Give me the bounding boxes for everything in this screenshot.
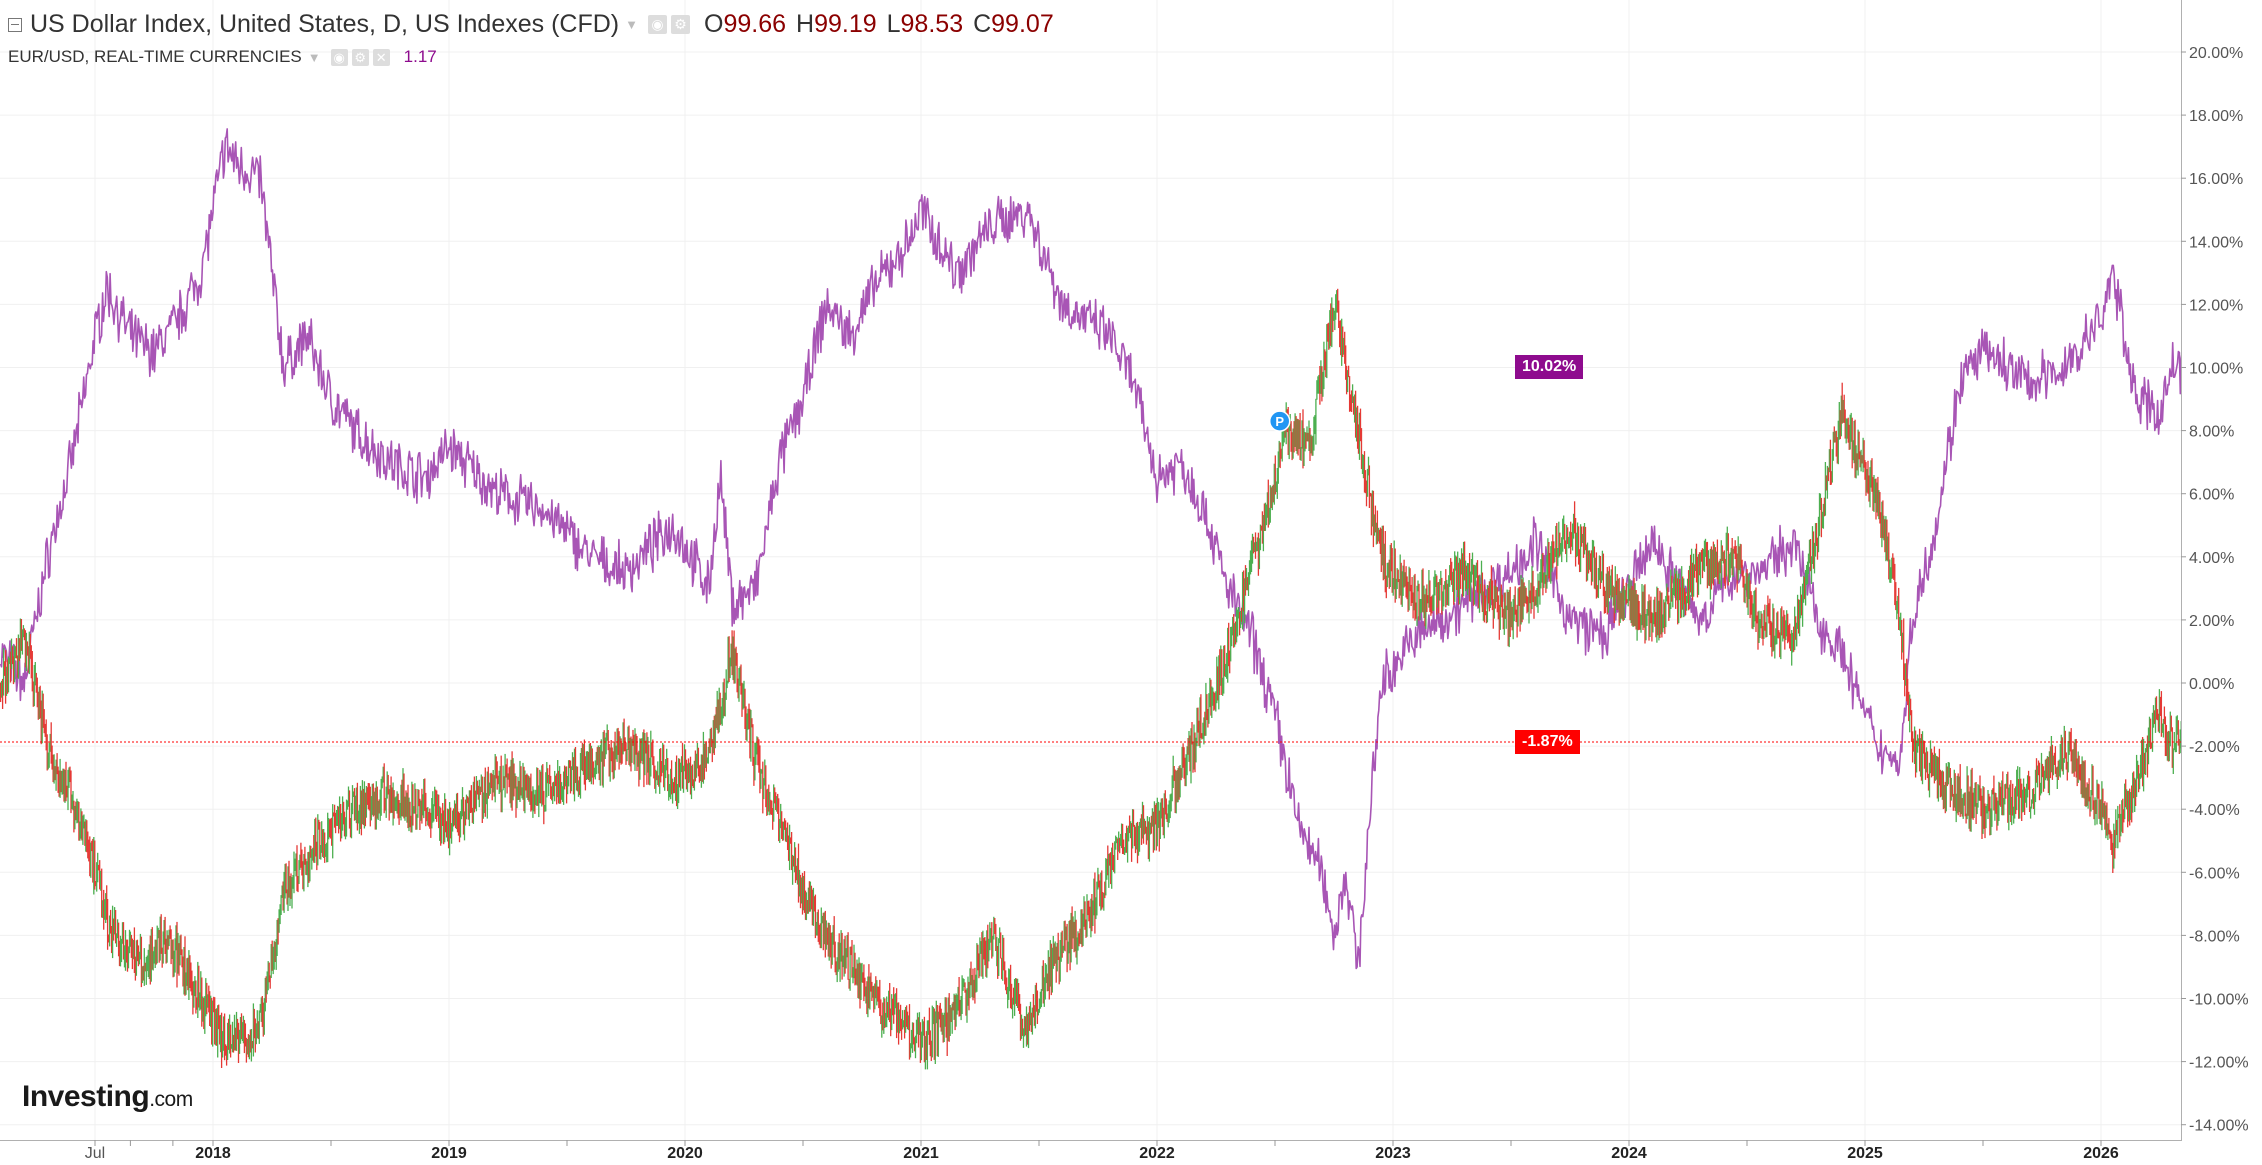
y-tick-label: -4.00%: [2189, 802, 2240, 819]
investing-logo: Investing.com: [22, 1080, 193, 1114]
eurusd-last-value-tag: 10.02%: [1515, 354, 1584, 379]
y-tick-label: 14.00%: [2189, 234, 2243, 251]
x-tick-label: 2018: [195, 1145, 231, 1162]
high-value: 99.19: [814, 10, 877, 38]
main-series-title: US Dollar Index, United States, D, US In…: [30, 10, 620, 38]
collapse-icon[interactable]: [8, 17, 22, 32]
open-label: O: [703, 10, 724, 38]
y-tick-label: 18.00%: [2189, 108, 2243, 125]
low-value: 98.53: [900, 10, 964, 38]
caret-down-icon[interactable]: ▼: [625, 17, 638, 32]
y-tick-label: 4.00%: [2189, 550, 2234, 567]
event-marker-circle[interactable]: [1268, 410, 1291, 432]
y-tick-label: -14.00%: [2189, 1118, 2249, 1135]
logo-text: Investing: [22, 1080, 150, 1113]
x-tick-label: 2022: [1139, 1145, 1175, 1162]
x-tick-label: 2026: [2083, 1145, 2119, 1162]
y-tick-label: 16.00%: [2189, 171, 2243, 188]
open-value: 99.66: [723, 10, 786, 38]
y-tick-label: -6.00%: [2189, 865, 2240, 882]
y-tick-label: -8.00%: [2189, 928, 2240, 945]
x-tick-label: 2019: [431, 1145, 467, 1162]
high-label: H: [796, 10, 815, 38]
gear-icon[interactable]: ⚙: [351, 48, 369, 66]
x-tick-label: 2020: [667, 1145, 703, 1162]
marker-layer: P: [1268, 410, 1291, 432]
series-layer: [0, 128, 2184, 1070]
y-tick-label: 0.00%: [2189, 676, 2234, 693]
low-label: L: [886, 10, 901, 38]
eurusd-line: [0, 128, 2184, 970]
y-tick-label: 2.00%: [2189, 613, 2234, 630]
eye-icon[interactable]: ◉: [647, 15, 667, 34]
y-tick-label: 6.00%: [2189, 487, 2234, 504]
overlay-series-title: EUR/USD, REAL-TIME CURRENCIES: [8, 47, 302, 66]
y-tick-label: -10.00%: [2189, 992, 2249, 1009]
y-tick-label: 10.00%: [2189, 361, 2243, 378]
event-marker[interactable]: P: [1268, 410, 1291, 432]
y-tick-label: 8.00%: [2189, 424, 2234, 441]
close-value: 99.07: [991, 10, 1054, 38]
overlay-legend: EUR/USD, REAL-TIME CURRENCIES ▼ ◉ ⚙ ✕ 1.…: [8, 47, 437, 67]
caret-down-icon[interactable]: ▼: [307, 49, 321, 65]
gear-icon[interactable]: ⚙: [670, 15, 690, 34]
eye-icon[interactable]: ◉: [330, 48, 348, 66]
x-tick-label: 2025: [1847, 1145, 1883, 1162]
close-icon[interactable]: ✕: [372, 48, 390, 66]
close-label: C: [973, 10, 992, 38]
dxy-candles: [0, 288, 2184, 1070]
event-marker-label: P: [1275, 414, 1284, 429]
y-tick-label: 20.00%: [2189, 45, 2243, 62]
axes: 20.00% 18.00% 16.00% 14.00% 12.00% 10.00% 8.00…: [85, 45, 2249, 1162]
y-tick-label: 12.00%: [2189, 297, 2243, 314]
y-tick-label: -2.00%: [2189, 739, 2240, 756]
overlay-value: 1.17: [403, 47, 437, 66]
x-tick-label: Jul: [85, 1145, 105, 1162]
y-tick-label: -12.00%: [2189, 1055, 2249, 1072]
x-tick-label: 2024: [1611, 1145, 1647, 1162]
dxy-last-value-tag: -1.87%: [1515, 729, 1580, 754]
main-legend: US Dollar Index, United States, D, US In…: [8, 10, 1054, 39]
x-tick-label: 2023: [1375, 1145, 1411, 1162]
x-tick-label: 2021: [903, 1145, 939, 1162]
logo-suffix: .com: [149, 1088, 193, 1111]
